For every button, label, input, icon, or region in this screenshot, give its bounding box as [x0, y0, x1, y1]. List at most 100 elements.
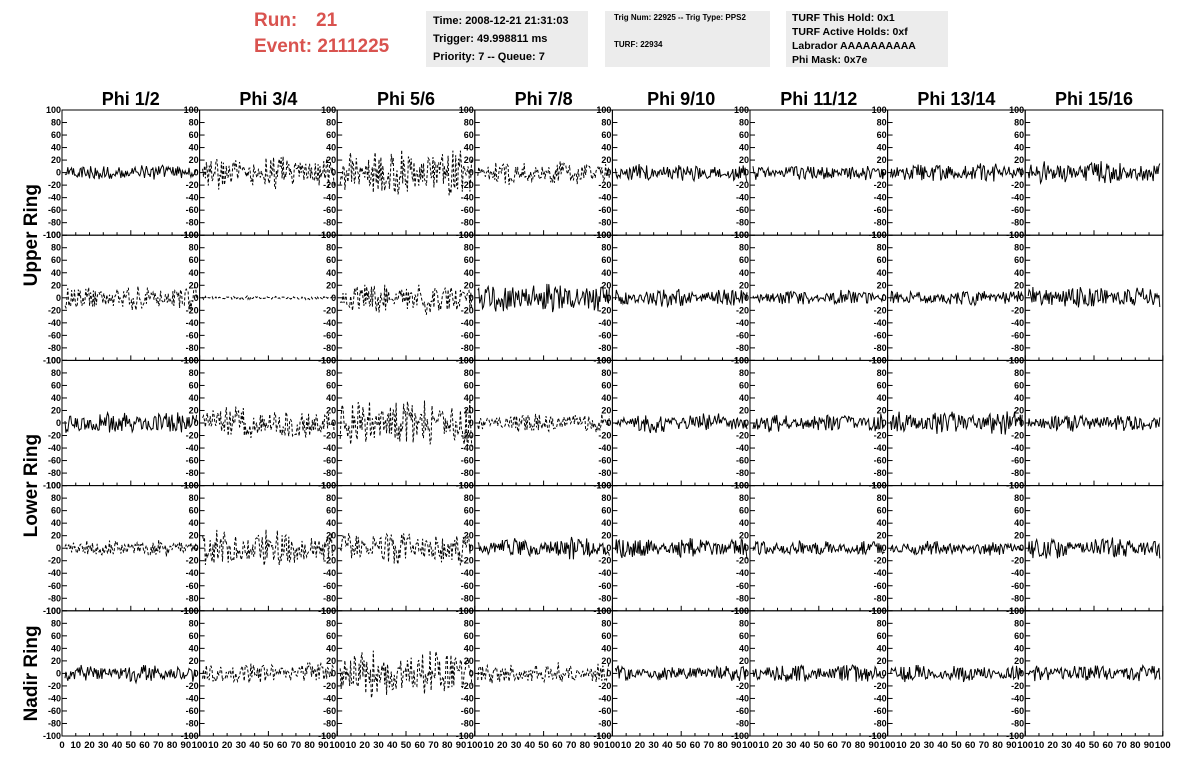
y-tick-label: 0 — [194, 418, 199, 428]
y-tick-label: 20 — [189, 280, 199, 290]
run-event-header: Run: 21 Event: 2111225 — [254, 8, 389, 60]
y-tick-label: 20 — [326, 405, 336, 415]
y-tick-label: 60 — [739, 255, 749, 265]
x-tick-label: 30 — [924, 740, 935, 751]
x-tick-label: 60 — [827, 740, 838, 751]
y-tick-label: -60 — [323, 330, 336, 340]
y-tick-label: -20 — [736, 556, 749, 566]
y-tick-label: 60 — [739, 506, 749, 516]
y-tick-label: -20 — [736, 681, 749, 691]
x-tick-label: 80 — [580, 740, 591, 751]
x-tick-label: 10 — [758, 740, 769, 751]
x-tick-label: 80 — [992, 740, 1003, 751]
y-tick-label: 40 — [877, 268, 887, 278]
y-tick-label: -40 — [874, 693, 887, 703]
y-tick-label: -100 — [318, 731, 336, 741]
x-tick-label: 30 — [236, 740, 247, 751]
x-tick-label: 60 — [552, 740, 563, 751]
y-tick-label: -40 — [48, 193, 61, 203]
y-tick-label: 80 — [739, 243, 749, 253]
y-tick-label: 40 — [601, 268, 611, 278]
y-tick-label: 60 — [464, 130, 474, 140]
y-tick-label: -40 — [461, 318, 474, 328]
y-tick-label: -60 — [736, 706, 749, 716]
y-tick-label: 20 — [739, 531, 749, 541]
y-tick-label: -80 — [598, 218, 611, 228]
y-tick-label: -60 — [48, 205, 61, 215]
y-tick-label: 100 — [184, 355, 199, 365]
y-tick-label: 20 — [601, 280, 611, 290]
y-tick-label: 80 — [464, 243, 474, 253]
y-tick-label: -60 — [598, 581, 611, 591]
y-tick-label: 40 — [326, 268, 336, 278]
y-tick-label: 40 — [739, 143, 749, 153]
y-tick-label: -20 — [48, 431, 61, 441]
x-tick-label: 40 — [662, 740, 673, 751]
x-tick-label: 10 — [483, 740, 494, 751]
y-tick-label: -100 — [869, 731, 887, 741]
y-tick-label: 20 — [464, 656, 474, 666]
y-tick-label: 60 — [326, 255, 336, 265]
y-tick-label: 0 — [1019, 293, 1024, 303]
y-tick-label: -20 — [461, 556, 474, 566]
y-tick-label: 40 — [189, 518, 199, 528]
ring-label: Lower Ring — [21, 434, 42, 537]
x-tick-label: 40 — [112, 740, 123, 751]
y-tick-label: 40 — [464, 393, 474, 403]
y-tick-label: 20 — [326, 656, 336, 666]
y-tick-label: -40 — [736, 693, 749, 703]
y-tick-label: 0 — [331, 293, 336, 303]
y-tick-label: -40 — [186, 318, 199, 328]
x-tick-label: 30 — [786, 740, 797, 751]
y-tick-label: -100 — [43, 731, 61, 741]
column-title: Phi 11/12 — [780, 89, 857, 109]
x-tick-label: 80 — [855, 740, 866, 751]
y-tick-label: 80 — [326, 618, 336, 628]
waveform-trace — [890, 664, 1023, 683]
y-tick-label: 100 — [596, 606, 611, 616]
turf-hold-text: TURF This Hold: 0x1 — [792, 12, 895, 24]
y-tick-label: 60 — [464, 506, 474, 516]
y-tick-label: -100 — [181, 731, 199, 741]
x-tick-label: 90 — [731, 740, 742, 751]
y-tick-label: 0 — [56, 168, 61, 178]
y-tick-label: 40 — [464, 143, 474, 153]
x-tick-label: 30 — [98, 740, 109, 751]
y-tick-label: 40 — [189, 268, 199, 278]
y-tick-label: 60 — [1014, 631, 1024, 641]
y-tick-label: 80 — [1014, 243, 1024, 253]
y-tick-label: -80 — [874, 593, 887, 603]
y-tick-label: -60 — [874, 706, 887, 716]
y-tick-label: -40 — [461, 443, 474, 453]
y-tick-label: 80 — [601, 368, 611, 378]
y-tick-label: 20 — [601, 155, 611, 165]
y-tick-label: -80 — [48, 718, 61, 728]
y-tick-label: 60 — [189, 255, 199, 265]
panel-frame — [887, 109, 1026, 236]
y-tick-label: 0 — [744, 168, 749, 178]
y-tick-label: -20 — [874, 556, 887, 566]
x-tick-label: 70 — [841, 740, 852, 751]
y-tick-label: 0 — [882, 168, 887, 178]
y-tick-label: 60 — [464, 380, 474, 390]
y-tick-label: 100 — [1009, 481, 1024, 491]
y-tick-label: 40 — [464, 643, 474, 653]
y-tick-label: -20 — [598, 431, 611, 441]
waveform-trace — [890, 411, 1023, 435]
x-tick-label: 10 — [208, 740, 219, 751]
y-tick-label: 0 — [1019, 543, 1024, 553]
panel-frame — [474, 610, 613, 737]
y-tick-label: 20 — [51, 531, 61, 541]
column-title: Phi 3/4 — [239, 89, 297, 109]
y-tick-label: 60 — [1014, 506, 1024, 516]
y-tick-label: 100 — [184, 105, 199, 115]
y-tick-label: 100 — [321, 606, 336, 616]
y-tick-label: 40 — [877, 143, 887, 153]
y-tick-label: -40 — [1011, 318, 1024, 328]
run-label: Run: — [254, 10, 298, 31]
y-tick-label: 40 — [51, 393, 61, 403]
trig-num-text: Trig Num: 22925 -- Trig Type: PPS2 — [614, 13, 746, 22]
waveform-trace — [339, 650, 473, 699]
y-tick-label: -40 — [48, 318, 61, 328]
y-tick-label: 60 — [877, 506, 887, 516]
